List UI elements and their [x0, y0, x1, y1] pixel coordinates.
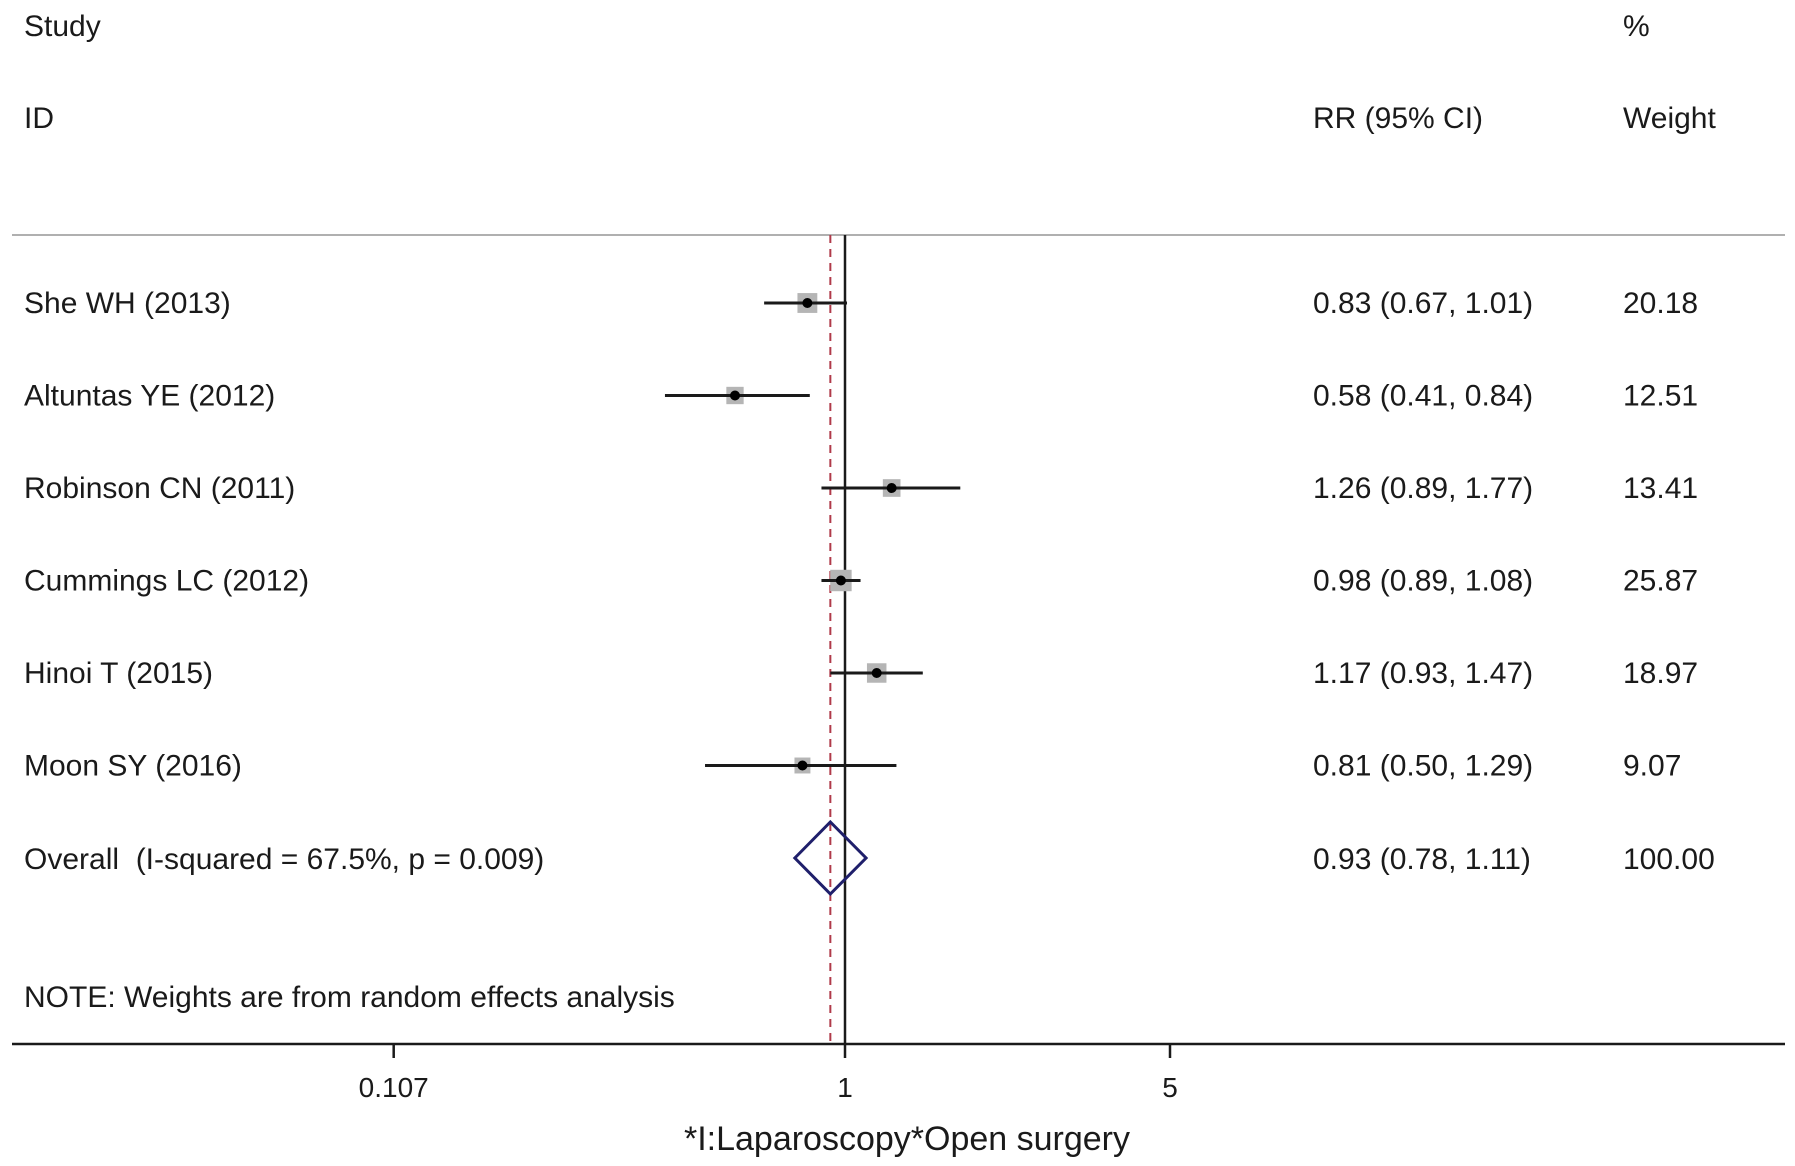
point-estimate [730, 390, 741, 401]
study-label: She WH (2013) [24, 287, 231, 320]
x-tick-label: 1 [837, 1072, 853, 1103]
header-weight: Weight [1623, 102, 1716, 135]
overall-ci-text: 0.93 (0.78, 1.11) [1313, 843, 1531, 876]
weight-text: 12.51 [1623, 380, 1698, 413]
ci-text: 0.83 (0.67, 1.01) [1313, 287, 1533, 320]
study-row: Moon SY (2016) 0.81 (0.50, 1.29) 9.07 [24, 750, 1681, 783]
study-row: Altuntas YE (2012) 0.58 (0.41, 0.84) 12.51 [24, 380, 1698, 413]
x-axis-label: *I:Laparoscopy*Open surgery [684, 1120, 1130, 1158]
point-estimate [797, 760, 808, 771]
ci-text: 0.81 (0.50, 1.29) [1313, 750, 1533, 783]
study-row: Hinoi T (2015) 1.17 (0.93, 1.47) 18.97 [24, 657, 1698, 690]
header-study: Study [24, 10, 101, 43]
study-row: Cummings LC (2012) 0.98 (0.89, 1.08) 25.87 [24, 565, 1698, 598]
weight-text: 13.41 [1623, 472, 1698, 505]
ci-text: 1.26 (0.89, 1.77) [1313, 472, 1533, 505]
study-label: Cummings LC (2012) [24, 565, 309, 598]
note-text: NOTE: Weights are from random effects an… [24, 981, 675, 1014]
header-rr: RR (95% CI) [1313, 102, 1483, 135]
weight-text: 20.18 [1623, 287, 1698, 320]
x-tick-label: 5 [1162, 1072, 1178, 1103]
study-row: She WH (2013) 0.83 (0.67, 1.01) 20.18 [24, 287, 1698, 320]
overall-weight-text: 100.00 [1623, 843, 1715, 876]
overall-diamond [792, 819, 869, 897]
point-estimate [835, 575, 846, 586]
weight-text: 18.97 [1623, 657, 1698, 690]
x-axis-ticks: 0.107 1 5 [359, 1044, 1178, 1103]
study-row: Robinson CN (2011) 1.26 (0.89, 1.77) 13.41 [24, 472, 1698, 505]
ci-text: 1.17 (0.93, 1.47) [1313, 657, 1533, 690]
study-label: Moon SY (2016) [24, 750, 242, 783]
header-percent: % [1623, 10, 1650, 43]
weight-text: 25.87 [1623, 565, 1698, 598]
ci-text: 0.58 (0.41, 0.84) [1313, 380, 1533, 413]
header-id: ID [24, 102, 54, 135]
point-estimate [886, 483, 897, 493]
study-label: Robinson CN (2011) [24, 472, 295, 505]
weight-text: 9.07 [1623, 750, 1681, 783]
study-label: Altuntas YE (2012) [24, 380, 275, 413]
overall-label: Overall (I-squared = 67.5%, p = 0.009) [24, 843, 544, 876]
study-label: Hinoi T (2015) [24, 657, 213, 690]
ci-text: 0.98 (0.89, 1.08) [1313, 565, 1533, 598]
x-tick-label: 0.107 [359, 1072, 429, 1103]
study-rows: She WH (2013) 0.83 (0.67, 1.01) 20.18 Altun… [24, 287, 1698, 783]
point-estimate [871, 668, 882, 678]
point-estimate [802, 298, 813, 308]
